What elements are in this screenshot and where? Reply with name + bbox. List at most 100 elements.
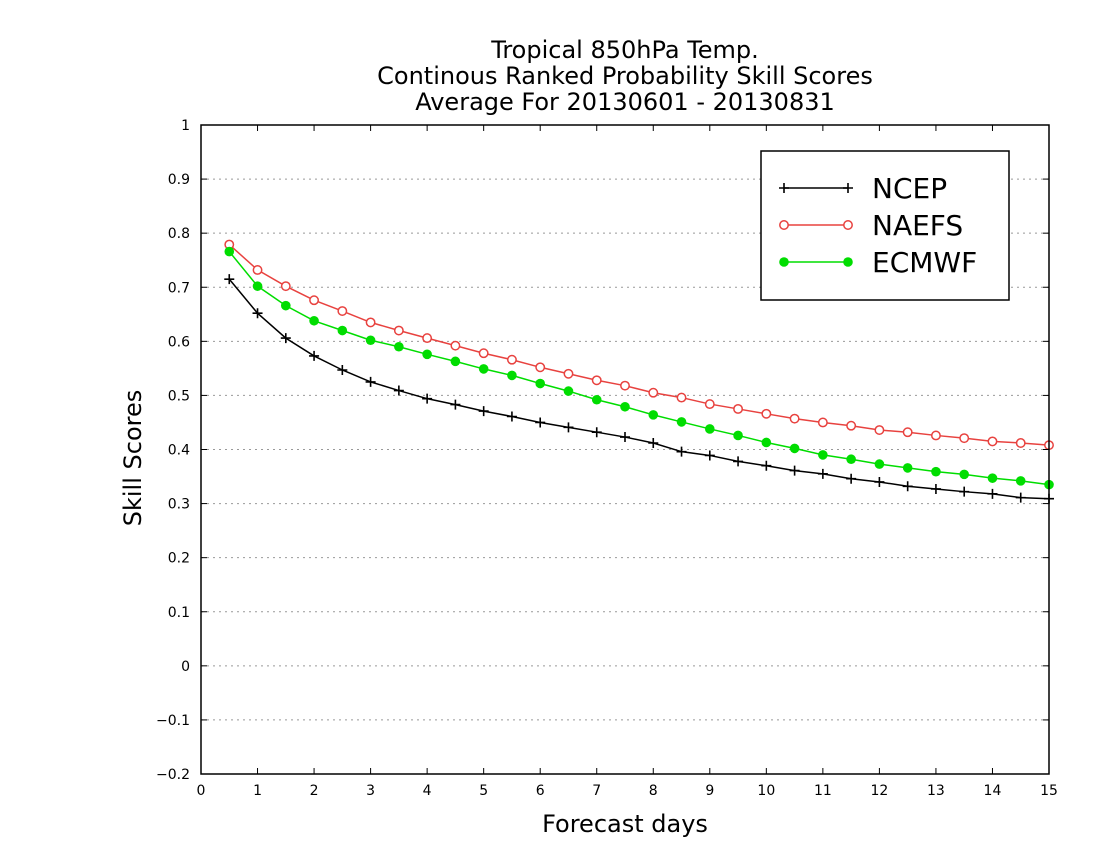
data-point xyxy=(789,413,800,424)
data-point xyxy=(676,446,687,457)
y-tick-label: 0.3 xyxy=(168,497,190,513)
data-point xyxy=(280,333,291,344)
data-point xyxy=(930,430,941,441)
x-tick-label: 1 xyxy=(253,783,262,799)
data-point xyxy=(309,295,320,306)
data-point xyxy=(337,364,348,375)
data-point xyxy=(789,465,800,476)
title-line-3: Average For 20130601 - 20130831 xyxy=(415,88,835,116)
data-point xyxy=(563,368,574,379)
data-point xyxy=(789,443,800,454)
data-point xyxy=(506,411,517,422)
data-point xyxy=(365,335,376,346)
data-point xyxy=(987,473,998,483)
data-point xyxy=(843,183,853,193)
x-tick-label: 5 xyxy=(479,783,488,799)
legend-label: NCEP xyxy=(872,172,947,205)
data-point xyxy=(563,386,574,396)
data-point xyxy=(252,264,263,275)
data-point xyxy=(817,417,828,428)
data-point xyxy=(506,354,517,365)
x-tick-label: 13 xyxy=(927,783,945,799)
x-tick-label: 10 xyxy=(757,783,775,799)
x-tick-label: 7 xyxy=(592,783,601,799)
data-point xyxy=(450,356,461,367)
data-point xyxy=(902,427,913,438)
data-point xyxy=(393,385,404,396)
legend-item-ecmwf: ECMWF xyxy=(779,246,977,279)
data-point xyxy=(846,454,856,465)
data-point xyxy=(535,362,546,373)
data-point xyxy=(535,378,545,389)
x-tick-label: 11 xyxy=(814,783,832,799)
x-axis-title: Forecast days xyxy=(542,810,708,838)
y-tick-label: −0.2 xyxy=(156,767,190,783)
y-tick-label: 0.4 xyxy=(168,443,190,459)
x-tick-label: 4 xyxy=(423,783,432,799)
series-layer xyxy=(224,239,1054,504)
series-naefs xyxy=(224,239,1054,451)
x-tick-label: 2 xyxy=(310,783,319,799)
data-point xyxy=(846,473,857,484)
data-point xyxy=(874,476,885,487)
y-tick-label: 0.2 xyxy=(168,551,190,567)
x-tick-label: 0 xyxy=(197,783,206,799)
x-tick-label: 14 xyxy=(984,783,1002,799)
data-point xyxy=(224,274,235,285)
x-tick-label: 9 xyxy=(705,783,714,799)
data-point xyxy=(761,408,772,419)
data-point xyxy=(761,460,772,471)
data-point xyxy=(704,399,715,410)
data-point xyxy=(874,459,885,469)
data-point xyxy=(705,424,715,434)
data-point xyxy=(478,364,489,374)
data-point xyxy=(704,450,715,461)
data-point xyxy=(959,486,970,497)
data-point xyxy=(843,257,853,267)
legend-label: NAEFS xyxy=(872,209,963,242)
data-point xyxy=(902,463,913,473)
data-point xyxy=(535,417,546,428)
y-axis-title: Skill Scores xyxy=(119,390,147,527)
y-tick-label: 0.9 xyxy=(168,172,190,188)
data-point xyxy=(591,427,602,438)
data-point xyxy=(987,488,998,499)
data-point xyxy=(281,300,291,311)
data-point xyxy=(733,456,744,467)
data-point xyxy=(563,422,574,433)
data-point xyxy=(224,246,235,257)
data-point xyxy=(874,425,885,435)
data-point xyxy=(1015,492,1026,503)
data-point xyxy=(478,406,489,417)
data-point xyxy=(779,257,789,267)
axes: −0.2−0.100.10.20.30.40.50.60.70.80.910 1 2… xyxy=(156,118,1058,799)
data-point xyxy=(620,432,630,443)
data-point xyxy=(959,433,970,444)
chart-title: Tropical 850hPa Temp. Continous Ranked P… xyxy=(377,36,873,116)
data-point xyxy=(337,306,348,316)
data-point xyxy=(450,399,461,410)
data-point xyxy=(507,370,517,381)
x-tick-label: 12 xyxy=(870,783,888,799)
y-tick-label: 0.7 xyxy=(168,280,190,296)
data-point xyxy=(779,220,789,230)
y-tick-label: 0.8 xyxy=(168,226,190,242)
y-tick-label: 0.5 xyxy=(168,388,190,404)
data-point xyxy=(676,417,687,427)
data-point xyxy=(620,401,630,412)
data-point xyxy=(365,317,376,328)
data-point xyxy=(733,430,743,441)
data-point xyxy=(1015,476,1026,486)
data-point xyxy=(1015,438,1026,448)
data-point xyxy=(450,340,461,351)
data-point xyxy=(733,403,744,414)
data-point xyxy=(648,410,659,420)
data-point xyxy=(676,392,687,403)
title-line-1: Tropical 850hPa Temp. xyxy=(490,36,759,64)
legend-label: ECMWF xyxy=(872,246,977,279)
data-point xyxy=(393,325,404,336)
data-point xyxy=(818,450,828,460)
y-tick-label: −0.1 xyxy=(156,713,190,729)
data-point xyxy=(309,315,319,326)
